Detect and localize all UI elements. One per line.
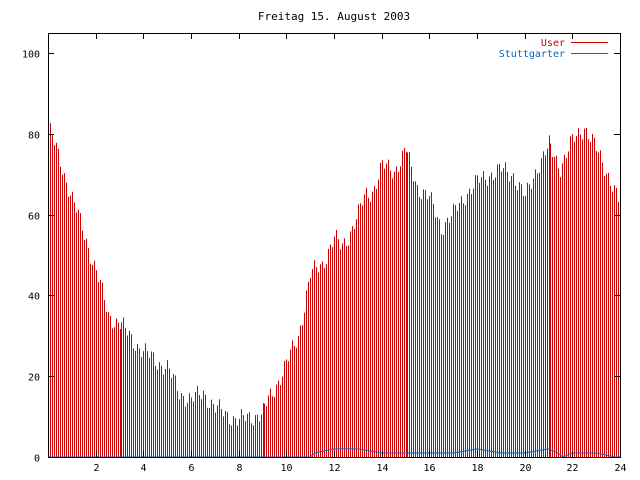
- user-series: [48, 123, 619, 457]
- y-tick-label: 100: [22, 50, 40, 61]
- x-tick-label: 22: [566, 463, 578, 474]
- x-tick-label: 12: [328, 463, 340, 474]
- x-tick-label: 6: [188, 463, 194, 474]
- legend-user-label: User: [541, 38, 565, 49]
- y-tick-label: 60: [28, 212, 40, 223]
- x-tick-label: 20: [519, 463, 531, 474]
- y-tick-label: 80: [28, 131, 40, 142]
- x-tick-label: 16: [423, 463, 435, 474]
- y-tick-label: 20: [28, 373, 40, 384]
- y-tick-label: 40: [28, 292, 40, 303]
- legend-stuttgarter-label: Stuttgarter: [499, 49, 565, 60]
- x-tick-label: 10: [280, 463, 292, 474]
- x-tick-label: 8: [236, 463, 242, 474]
- legend: User Stuttgarter: [499, 38, 608, 60]
- stuttgarter-series: [48, 448, 620, 458]
- x-tick-label: 4: [140, 463, 146, 474]
- x-tick-label: 24: [614, 463, 626, 474]
- chart-title: Freitag 15. August 2003: [258, 10, 410, 23]
- x-tick-label: 14: [376, 463, 388, 474]
- stuttgarter-line: [48, 448, 620, 458]
- x-tick-label: 2: [93, 463, 99, 474]
- y-tick-label: 0: [34, 454, 40, 465]
- x-tick-label: 18: [471, 463, 483, 474]
